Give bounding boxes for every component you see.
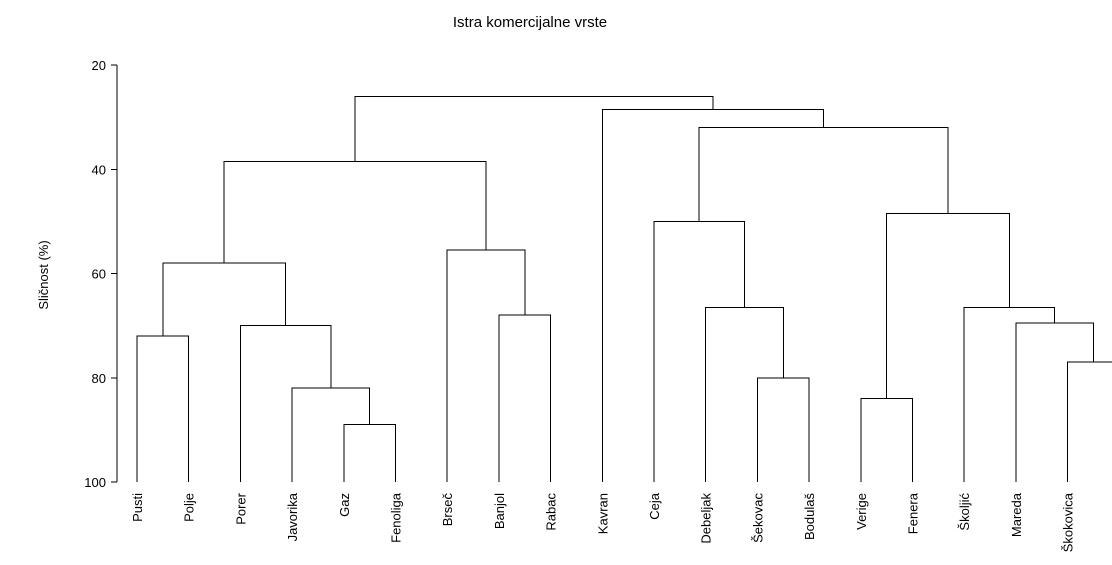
dendrogram-branch [162, 262, 287, 337]
dendrogram-branch [498, 314, 552, 482]
dendrogram-branch [239, 325, 332, 482]
y-tick-label: 100 [84, 475, 106, 490]
dendrogram-branch [886, 213, 1010, 399]
leaf-label: Debeljak [699, 493, 714, 544]
leaf-label: Fenoliga [389, 492, 404, 543]
leaf-label: Fenera [906, 492, 921, 534]
leaf-label: Gaz [337, 493, 352, 517]
dendrogram-branch [223, 160, 487, 264]
dendrogram-branch [698, 127, 949, 222]
dendrogram-branches [136, 95, 1112, 482]
leaf-label: Školjić [957, 493, 972, 531]
y-axis-label: Sličnost (%) [36, 240, 51, 309]
leaf-label: Šekovac [750, 493, 765, 543]
dendrogram-branch [860, 398, 913, 482]
leaf-label: Mareda [1009, 492, 1024, 537]
dendrogram-branch [601, 108, 825, 482]
leaf-label: Porer [233, 492, 248, 524]
leaf-label: Javorika [285, 492, 300, 541]
leaf-label: Polje [182, 493, 197, 522]
dendrogram-branch [756, 377, 810, 482]
chart-title: Istra komercijalne vrste [453, 14, 607, 31]
dendrogram-branch [1067, 361, 1112, 482]
leaf-label: Ceja [647, 492, 662, 520]
y-tick-label: 80 [92, 371, 106, 386]
dendrogram-branch [343, 424, 396, 482]
dendrogram-branch [963, 306, 1056, 482]
leaf-label: Banjol [492, 493, 507, 529]
dendrogram-branch [354, 95, 714, 162]
leaf-label: Brseč [440, 493, 455, 527]
y-axis: 20 40 60 80 100 [84, 58, 118, 490]
dendrogram-branch [291, 387, 371, 482]
dendrogram-branch [653, 220, 745, 482]
leaf-label: Kavran [595, 493, 610, 534]
y-tick-label: 40 [92, 162, 106, 177]
dendrogram-branch [705, 306, 784, 482]
leaf-label: Bodulaš [802, 493, 817, 540]
leaf-label: Pusti [130, 493, 145, 522]
dendrogram-branch [136, 335, 190, 482]
dendrogram-branch [1015, 322, 1094, 482]
leaf-label: Škokovica [1061, 492, 1076, 552]
leaf-labels: Pusti Polje Porer Javorika Gaz Fenoliga Brseč B… [130, 492, 1076, 552]
dendrogram-branch [446, 249, 526, 482]
leaf-label: Verige [854, 493, 869, 530]
y-tick-label: 60 [92, 267, 106, 282]
y-tick-label: 20 [92, 58, 106, 73]
leaf-label: Rabac [544, 493, 559, 531]
